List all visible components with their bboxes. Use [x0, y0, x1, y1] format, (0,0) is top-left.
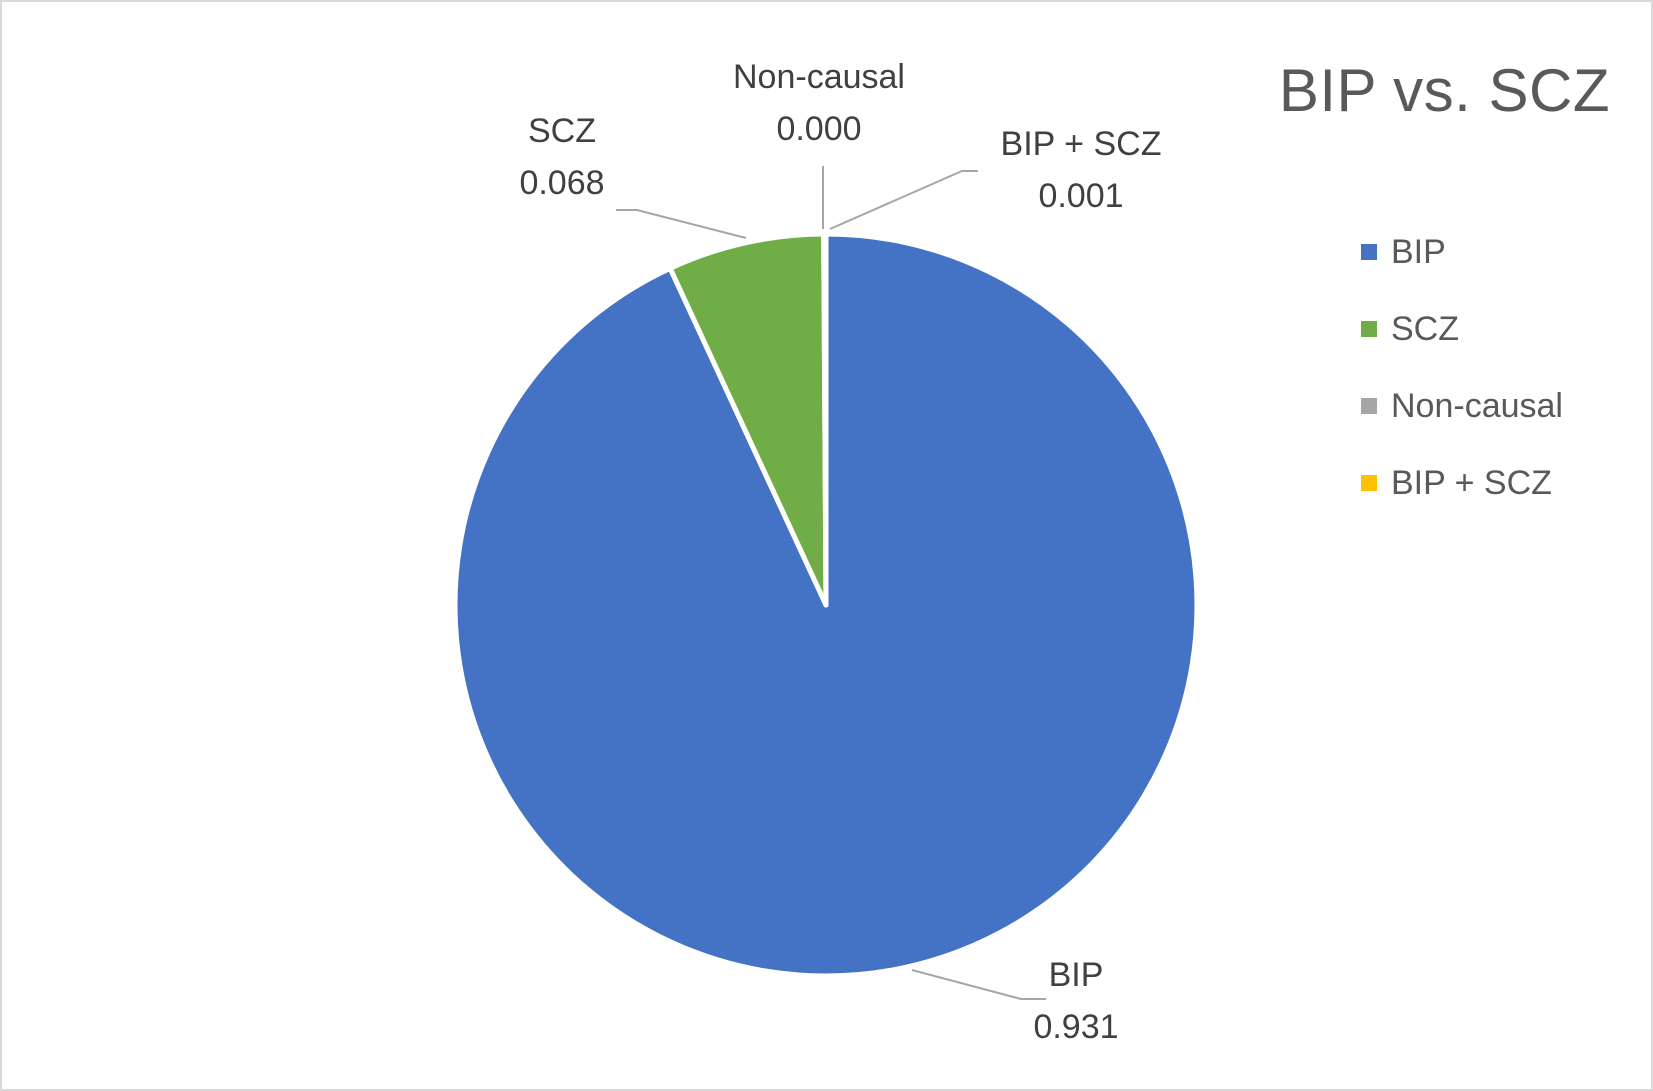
legend-swatch-bip-scz [1361, 475, 1377, 491]
legend-label-bip: BIP [1391, 232, 1446, 271]
legend-item-non-causal: Non-causal [1361, 386, 1563, 426]
chart-title: BIP vs. SCZ [1278, 57, 1610, 124]
legend-label-scz: SCZ [1391, 309, 1459, 348]
legend-swatch-non-causal [1361, 398, 1377, 414]
leader-line-bip-scz [829, 170, 978, 230]
data-label-value-non-causal: 0.000 [776, 110, 861, 148]
legend-item-bip: BIP [1361, 232, 1563, 272]
leader-line-scz [616, 209, 747, 239]
data-label-category-scz: SCZ [528, 112, 596, 150]
legend-item-scz: SCZ [1361, 309, 1563, 349]
legend-item-bip-scz: BIP + SCZ [1361, 463, 1563, 503]
legend-swatch-scz [1361, 321, 1377, 337]
legend: BIP SCZ Non-causal BIP + SCZ [1361, 232, 1563, 540]
legend-label-bip-scz: BIP + SCZ [1391, 463, 1552, 502]
legend-label-non-causal: Non-causal [1391, 386, 1563, 425]
data-label-category-non-causal: Non-causal [733, 58, 905, 96]
legend-swatch-bip [1361, 244, 1377, 260]
pie-slice-bip-scz [821, 231, 829, 608]
leader-line-bip [911, 969, 1046, 1000]
data-label-category-bip-scz: BIP + SCZ [1001, 125, 1162, 163]
pie-slice-scz [667, 231, 829, 608]
data-label-value-bip: 0.931 [1033, 1008, 1118, 1046]
data-label-value-scz: 0.068 [519, 164, 604, 202]
data-label-value-bip-scz: 0.001 [1038, 177, 1123, 215]
data-label-category-bip: BIP [1049, 956, 1104, 994]
